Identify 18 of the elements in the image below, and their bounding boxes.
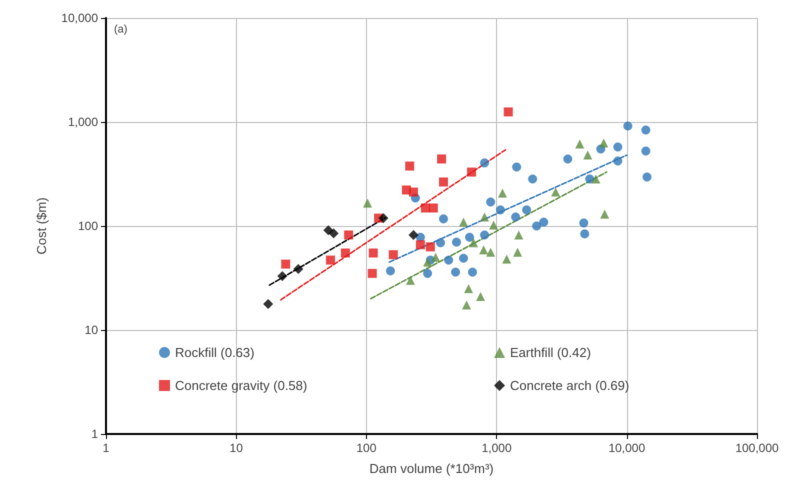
- legend-label: Earthfill (0.42): [510, 345, 591, 360]
- x-tick-label: 100: [356, 441, 377, 455]
- y-tick-label: 10,000: [61, 11, 98, 25]
- y-tick-label: 1: [91, 427, 98, 441]
- x-tick-label: 1,000: [482, 441, 512, 455]
- annotation: (a): [114, 24, 128, 36]
- y-tick-label: 10: [84, 323, 98, 337]
- y-tick-label: 100: [78, 219, 98, 233]
- legend-label: Concrete gravity (0.58): [175, 378, 308, 393]
- y-axis-title: Cost ($m): [34, 197, 49, 255]
- x-axis-title: Dam volume (*10³m³): [369, 461, 494, 476]
- x-tick-label: 100,000: [735, 441, 780, 455]
- legend-label: Rockfill (0.63): [175, 345, 254, 360]
- y-tick-label: 1,000: [68, 115, 98, 129]
- x-tick-label: 10: [230, 441, 244, 455]
- x-tick-label: 10,000: [608, 441, 646, 455]
- legend-label: Concrete arch (0.69): [510, 378, 630, 393]
- x-tick-label: 1: [102, 441, 110, 455]
